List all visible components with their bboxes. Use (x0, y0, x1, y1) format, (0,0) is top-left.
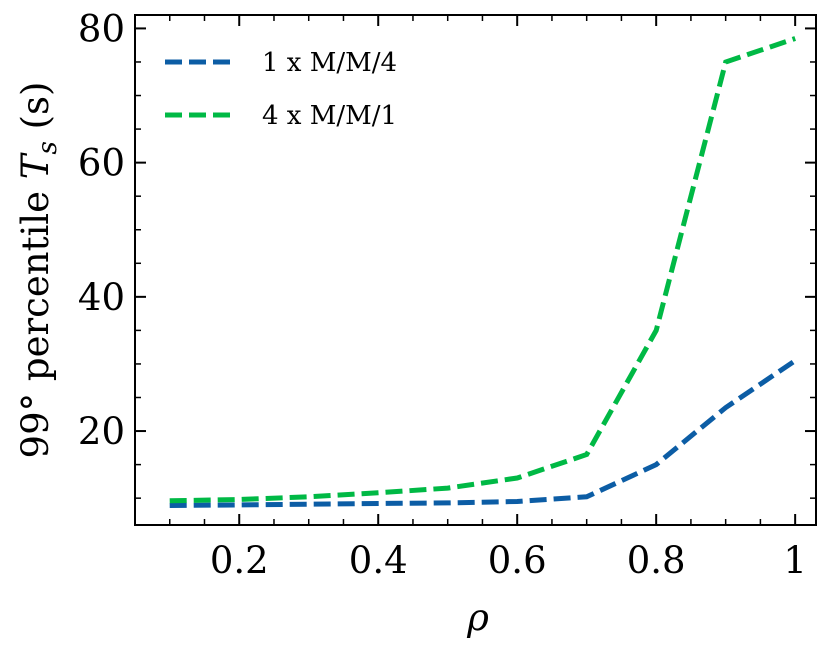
plot-frame (134, 14, 817, 526)
y-tick-label: 80 (78, 7, 125, 50)
legend-label-1xmm4: 1 x M/M/4 (262, 48, 397, 78)
x-tick-label: 0.8 (627, 539, 686, 582)
series-layer (169, 36, 797, 508)
x-tick-label: 1 (783, 539, 807, 582)
ticks-layer: 0.2 0.4 0.6 0.8 1 20 40 60 80 (78, 7, 816, 582)
legend: 1 x M/M/4 4 x M/M/1 (165, 48, 397, 131)
series-line-4xmm1 (169, 36, 797, 504)
x-tick-label: 0.2 (210, 539, 269, 582)
series-line-1xmm4 (169, 358, 797, 508)
y-axis-title-suffix: (s) (14, 82, 57, 142)
y-axis-title: 99° percentile Ts (s) (14, 82, 63, 459)
plot-area (135, 15, 816, 525)
x-tick-label: 0.6 (488, 539, 547, 582)
y-tick-label: 60 (78, 142, 125, 185)
y-axis-title-sub: s (33, 141, 63, 154)
x-axis-title: ρ (466, 596, 489, 639)
x-tick-label: 0.4 (349, 539, 408, 582)
y-axis-title-var: T (14, 152, 57, 179)
y-tick-label: 20 (78, 410, 125, 453)
y-axis-title-prefix: 99° percentile (14, 179, 57, 458)
legend-label-4xmm1: 4 x M/M/1 (262, 101, 397, 131)
y-tick-label: 40 (78, 276, 125, 319)
